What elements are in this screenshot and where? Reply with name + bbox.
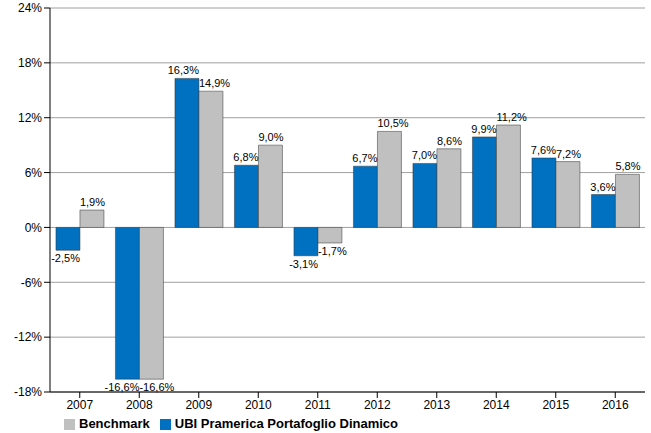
svg-text:-12%: -12% bbox=[14, 330, 42, 344]
svg-text:2007: 2007 bbox=[66, 398, 93, 412]
svg-text:3,6%: 3,6% bbox=[590, 181, 615, 193]
svg-text:12%: 12% bbox=[18, 111, 42, 125]
svg-text:0%: 0% bbox=[25, 221, 43, 235]
svg-text:2011: 2011 bbox=[305, 398, 331, 412]
svg-text:10,5%: 10,5% bbox=[377, 117, 408, 129]
svg-text:18%: 18% bbox=[18, 56, 42, 70]
svg-text:2008: 2008 bbox=[126, 398, 153, 412]
svg-text:-2,5%: -2,5% bbox=[51, 252, 80, 264]
svg-text:2013: 2013 bbox=[423, 398, 450, 412]
html-text:Benchmark: Benchmark bbox=[79, 416, 150, 431]
svg-text:7,0%: 7,0% bbox=[412, 149, 437, 161]
svg-text:2015: 2015 bbox=[542, 398, 569, 412]
svg-text:-16,6%: -16,6% bbox=[139, 381, 174, 393]
html-text:UBI Pramerica Portafoglio Dina: UBI Pramerica Portafoglio Dinamico bbox=[174, 416, 398, 431]
svg-text:6%: 6% bbox=[25, 166, 43, 180]
svg-text:-3,1%: -3,1% bbox=[289, 258, 318, 270]
svg-text:-6%: -6% bbox=[21, 276, 43, 290]
svg-text:-16,6%: -16,6% bbox=[105, 381, 140, 393]
svg-text:11,2%: 11,2% bbox=[496, 111, 527, 123]
svg-text:8,6%: 8,6% bbox=[437, 135, 462, 147]
svg-text:16,3%: 16,3% bbox=[168, 64, 199, 76]
svg-text:2009: 2009 bbox=[185, 398, 212, 412]
svg-text:-1,7%: -1,7% bbox=[318, 245, 347, 257]
svg-text:5,8%: 5,8% bbox=[615, 160, 640, 172]
svg-text:9,0%: 9,0% bbox=[258, 131, 283, 143]
svg-text:14,9%: 14,9% bbox=[199, 77, 230, 89]
svg-text:2016: 2016 bbox=[602, 398, 629, 412]
svg-text:2014: 2014 bbox=[483, 398, 510, 412]
svg-text:1,9%: 1,9% bbox=[80, 196, 105, 208]
svg-text:2010: 2010 bbox=[245, 398, 272, 412]
svg-text:6,8%: 6,8% bbox=[233, 151, 258, 163]
svg-text:7,6%: 7,6% bbox=[531, 144, 556, 156]
svg-text:6,7%: 6,7% bbox=[352, 152, 377, 164]
svg-text:9,9%: 9,9% bbox=[471, 123, 496, 135]
svg-text:7,2%: 7,2% bbox=[556, 148, 581, 160]
svg-text:2012: 2012 bbox=[364, 398, 391, 412]
svg-text:-18%: -18% bbox=[14, 385, 42, 399]
svg-text:24%: 24% bbox=[18, 1, 42, 15]
